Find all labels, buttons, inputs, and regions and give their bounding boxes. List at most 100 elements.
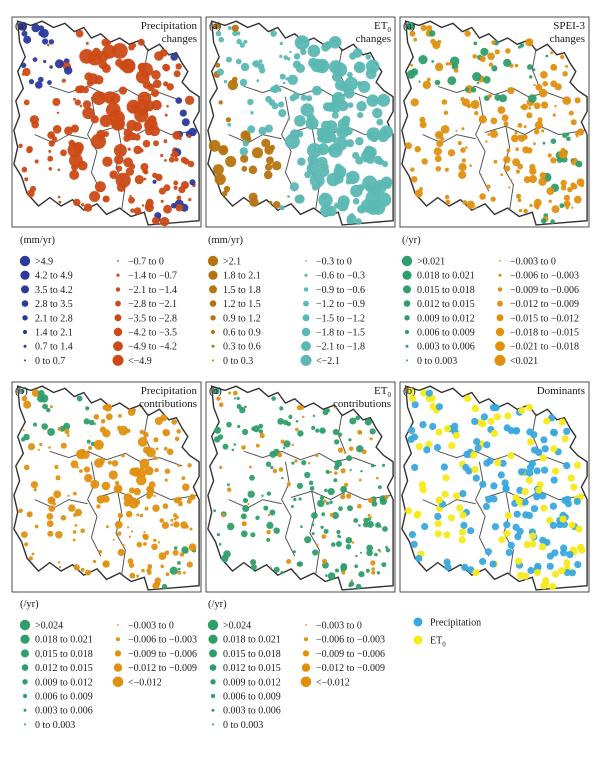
station-point [410, 167, 415, 172]
station-point [346, 217, 353, 224]
station-point [334, 439, 340, 445]
station-point [244, 405, 247, 409]
station-point [479, 55, 486, 63]
station-point [331, 542, 336, 547]
legend-marker [207, 255, 219, 267]
station-point [64, 126, 73, 136]
station-point [376, 192, 392, 208]
legend-label: 0 to 0.7 [35, 356, 65, 367]
legend-marker [117, 260, 119, 262]
station-point [255, 515, 260, 520]
station-point [108, 470, 118, 480]
station-point [226, 421, 232, 428]
station-point [140, 163, 149, 171]
station-point [350, 184, 363, 198]
station-point [531, 446, 539, 454]
station-point [503, 156, 511, 164]
station-point [336, 529, 341, 535]
station-point [359, 551, 362, 554]
station-point [479, 557, 487, 566]
station-point [344, 76, 359, 91]
station-point [60, 442, 67, 449]
station-point [99, 457, 105, 464]
station-point [24, 542, 29, 547]
station-point [525, 403, 533, 411]
station-point [131, 43, 137, 48]
station-point [479, 193, 486, 200]
station-point [568, 569, 577, 577]
station-point [143, 542, 147, 546]
legend-marker [497, 287, 503, 292]
station-point [137, 62, 147, 72]
station-point [540, 504, 548, 512]
station-point [242, 132, 249, 139]
station-point [419, 121, 427, 129]
station-point [380, 176, 393, 189]
station-point [183, 571, 186, 575]
station-point [152, 79, 162, 89]
station-point [490, 196, 496, 202]
station-point [93, 414, 100, 420]
legend-label: −0.7 to 0 [128, 257, 164, 268]
station-point [541, 218, 547, 224]
legend-label: 0.9 to 1.2 [223, 313, 261, 324]
panel-label: (b) [209, 385, 222, 397]
legend-label: 0.015 to 0.018 [417, 285, 475, 296]
legend-marker [494, 354, 506, 366]
station-point [153, 456, 158, 461]
legend-label: −0.6 to −0.3 [316, 271, 365, 282]
station-point [444, 194, 450, 200]
station-point [54, 59, 64, 69]
station-point [143, 531, 146, 533]
station-point [479, 480, 487, 488]
station-point [94, 181, 106, 193]
station-point [467, 566, 475, 574]
panel-title: changes [356, 33, 391, 45]
station-point [323, 499, 327, 503]
legend-marker [499, 260, 501, 262]
legend-marker [413, 617, 423, 627]
station-point [90, 479, 100, 489]
station-point [408, 426, 416, 434]
station-point [527, 64, 533, 70]
station-point [270, 86, 276, 93]
station-point [117, 531, 122, 536]
station-point [73, 198, 81, 207]
station-point [546, 552, 555, 560]
station-point [266, 156, 274, 165]
station-point [143, 431, 149, 438]
station-point [73, 97, 76, 101]
station-point [170, 523, 174, 526]
station-point [452, 431, 460, 440]
station-point [289, 129, 300, 140]
station-point [357, 112, 364, 119]
station-point [573, 195, 582, 204]
station-point [526, 112, 533, 119]
station-point [22, 67, 31, 77]
station-point [309, 172, 325, 188]
station-point [344, 482, 349, 487]
station-point [343, 451, 347, 454]
legend-unit: (/yr) [20, 599, 39, 610]
station-point [385, 548, 391, 553]
station-point [48, 505, 56, 512]
legend-marker [21, 649, 29, 658]
station-point [505, 548, 513, 557]
station-point [444, 167, 449, 172]
station-point [218, 36, 224, 43]
station-point [169, 566, 178, 575]
station-point [528, 106, 532, 110]
station-point [317, 499, 325, 508]
station-point [47, 428, 55, 436]
panel-title: changes [550, 33, 585, 45]
station-point [231, 24, 239, 32]
station-point [79, 469, 83, 473]
station-point [541, 466, 549, 474]
legend-marker [305, 260, 307, 262]
station-point [162, 429, 169, 436]
station-point [487, 52, 495, 61]
station-point [38, 389, 45, 397]
station-point [552, 113, 556, 117]
legend-label: 0.003 to 0.006 [35, 706, 93, 717]
